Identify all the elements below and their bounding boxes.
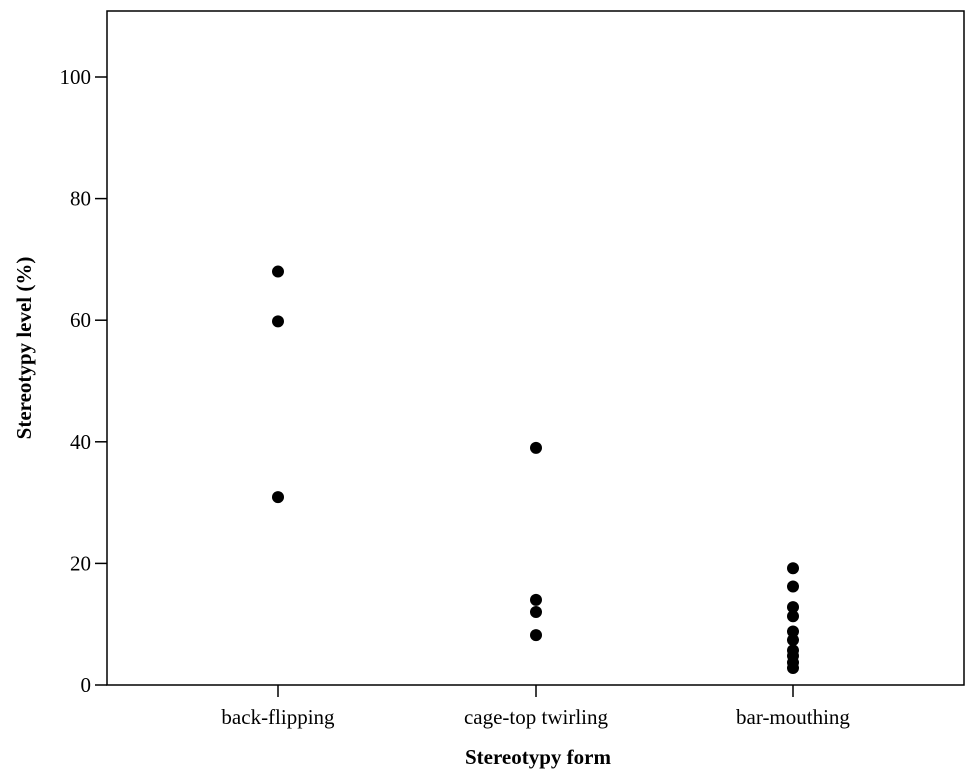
x-axis-title: Stereotypy form	[465, 745, 611, 769]
y-tick-label: 100	[60, 65, 92, 89]
data-points	[272, 265, 799, 674]
x-tick-label: back-flipping	[221, 705, 335, 729]
x-tick-label: bar-mouthing	[736, 705, 850, 729]
data-point	[787, 601, 799, 614]
data-point	[787, 625, 799, 638]
plot-frame	[106, 10, 965, 686]
y-tick-label: 60	[70, 308, 91, 332]
y-tick-label: 80	[70, 187, 91, 211]
data-point	[272, 315, 284, 328]
y-axis: 0 20 40 60 80 100	[60, 65, 107, 697]
y-axis-title: Stereotypy level (%)	[12, 257, 36, 440]
data-point	[272, 491, 284, 504]
data-point	[530, 593, 542, 606]
x-axis: back-flipping cage-top twirling bar-mouthi…	[221, 685, 850, 729]
data-point	[530, 606, 542, 619]
data-point	[787, 661, 799, 674]
y-tick-label: 40	[70, 430, 91, 454]
data-point	[787, 562, 799, 575]
y-tick-label: 20	[70, 551, 91, 575]
data-point	[787, 580, 799, 593]
y-tick-label: 0	[81, 673, 92, 697]
x-tick-label: cage-top twirling	[464, 705, 609, 729]
data-point	[530, 441, 542, 454]
data-point	[787, 634, 799, 647]
data-point	[272, 265, 284, 278]
data-point	[530, 629, 542, 642]
data-point	[787, 610, 799, 623]
